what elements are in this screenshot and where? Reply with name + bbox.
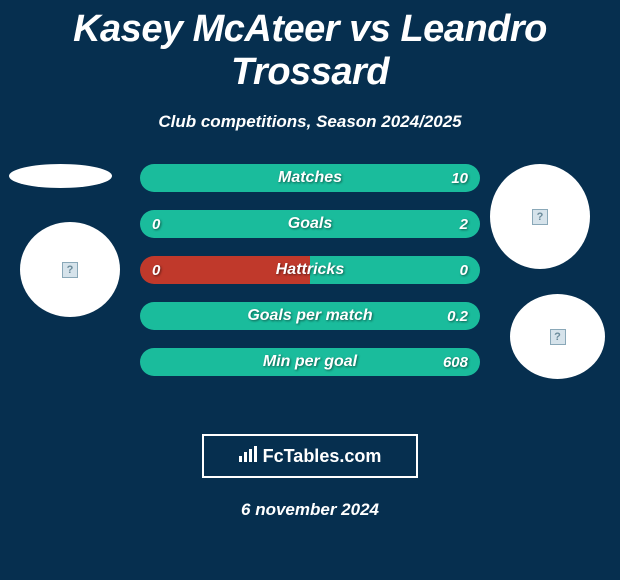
stat-label: Goals bbox=[140, 215, 480, 233]
stat-row: 00Hattricks bbox=[140, 256, 480, 284]
stat-row: 10Matches bbox=[140, 164, 480, 192]
stat-label: Hattricks bbox=[140, 261, 480, 279]
placeholder-icon: ? bbox=[62, 262, 78, 278]
branding-text: FcTables.com bbox=[263, 446, 382, 467]
date-line: 6 november 2024 bbox=[0, 500, 620, 520]
player-right-avatar-top: ? bbox=[490, 164, 590, 269]
stat-row: 608Min per goal bbox=[140, 348, 480, 376]
player-left-avatar: ? bbox=[20, 222, 120, 317]
placeholder-icon: ? bbox=[532, 209, 548, 225]
stat-label: Min per goal bbox=[140, 353, 480, 371]
stat-row: 0.2Goals per match bbox=[140, 302, 480, 330]
chart-icon bbox=[239, 446, 259, 467]
stat-bars: 10Matches 02Goals 00Hattricks 0.2Goals per … bbox=[140, 164, 480, 394]
stats-area: ? ? ? 10Matches 02Goals 00Hattricks 0.2Goal… bbox=[0, 164, 620, 424]
stat-row: 02Goals bbox=[140, 210, 480, 238]
stat-label: Goals per match bbox=[140, 307, 480, 325]
comparison-card: Kasey McAteer vs Leandro Trossard Club c… bbox=[0, 0, 620, 520]
branding-badge: FcTables.com bbox=[202, 434, 418, 478]
player-right-avatar-bottom: ? bbox=[510, 294, 605, 379]
page-title: Kasey McAteer vs Leandro Trossard bbox=[0, 0, 620, 94]
placeholder-icon: ? bbox=[550, 329, 566, 345]
subtitle: Club competitions, Season 2024/2025 bbox=[0, 112, 620, 132]
player-left-badge-top bbox=[9, 164, 112, 188]
stat-label: Matches bbox=[140, 169, 480, 187]
